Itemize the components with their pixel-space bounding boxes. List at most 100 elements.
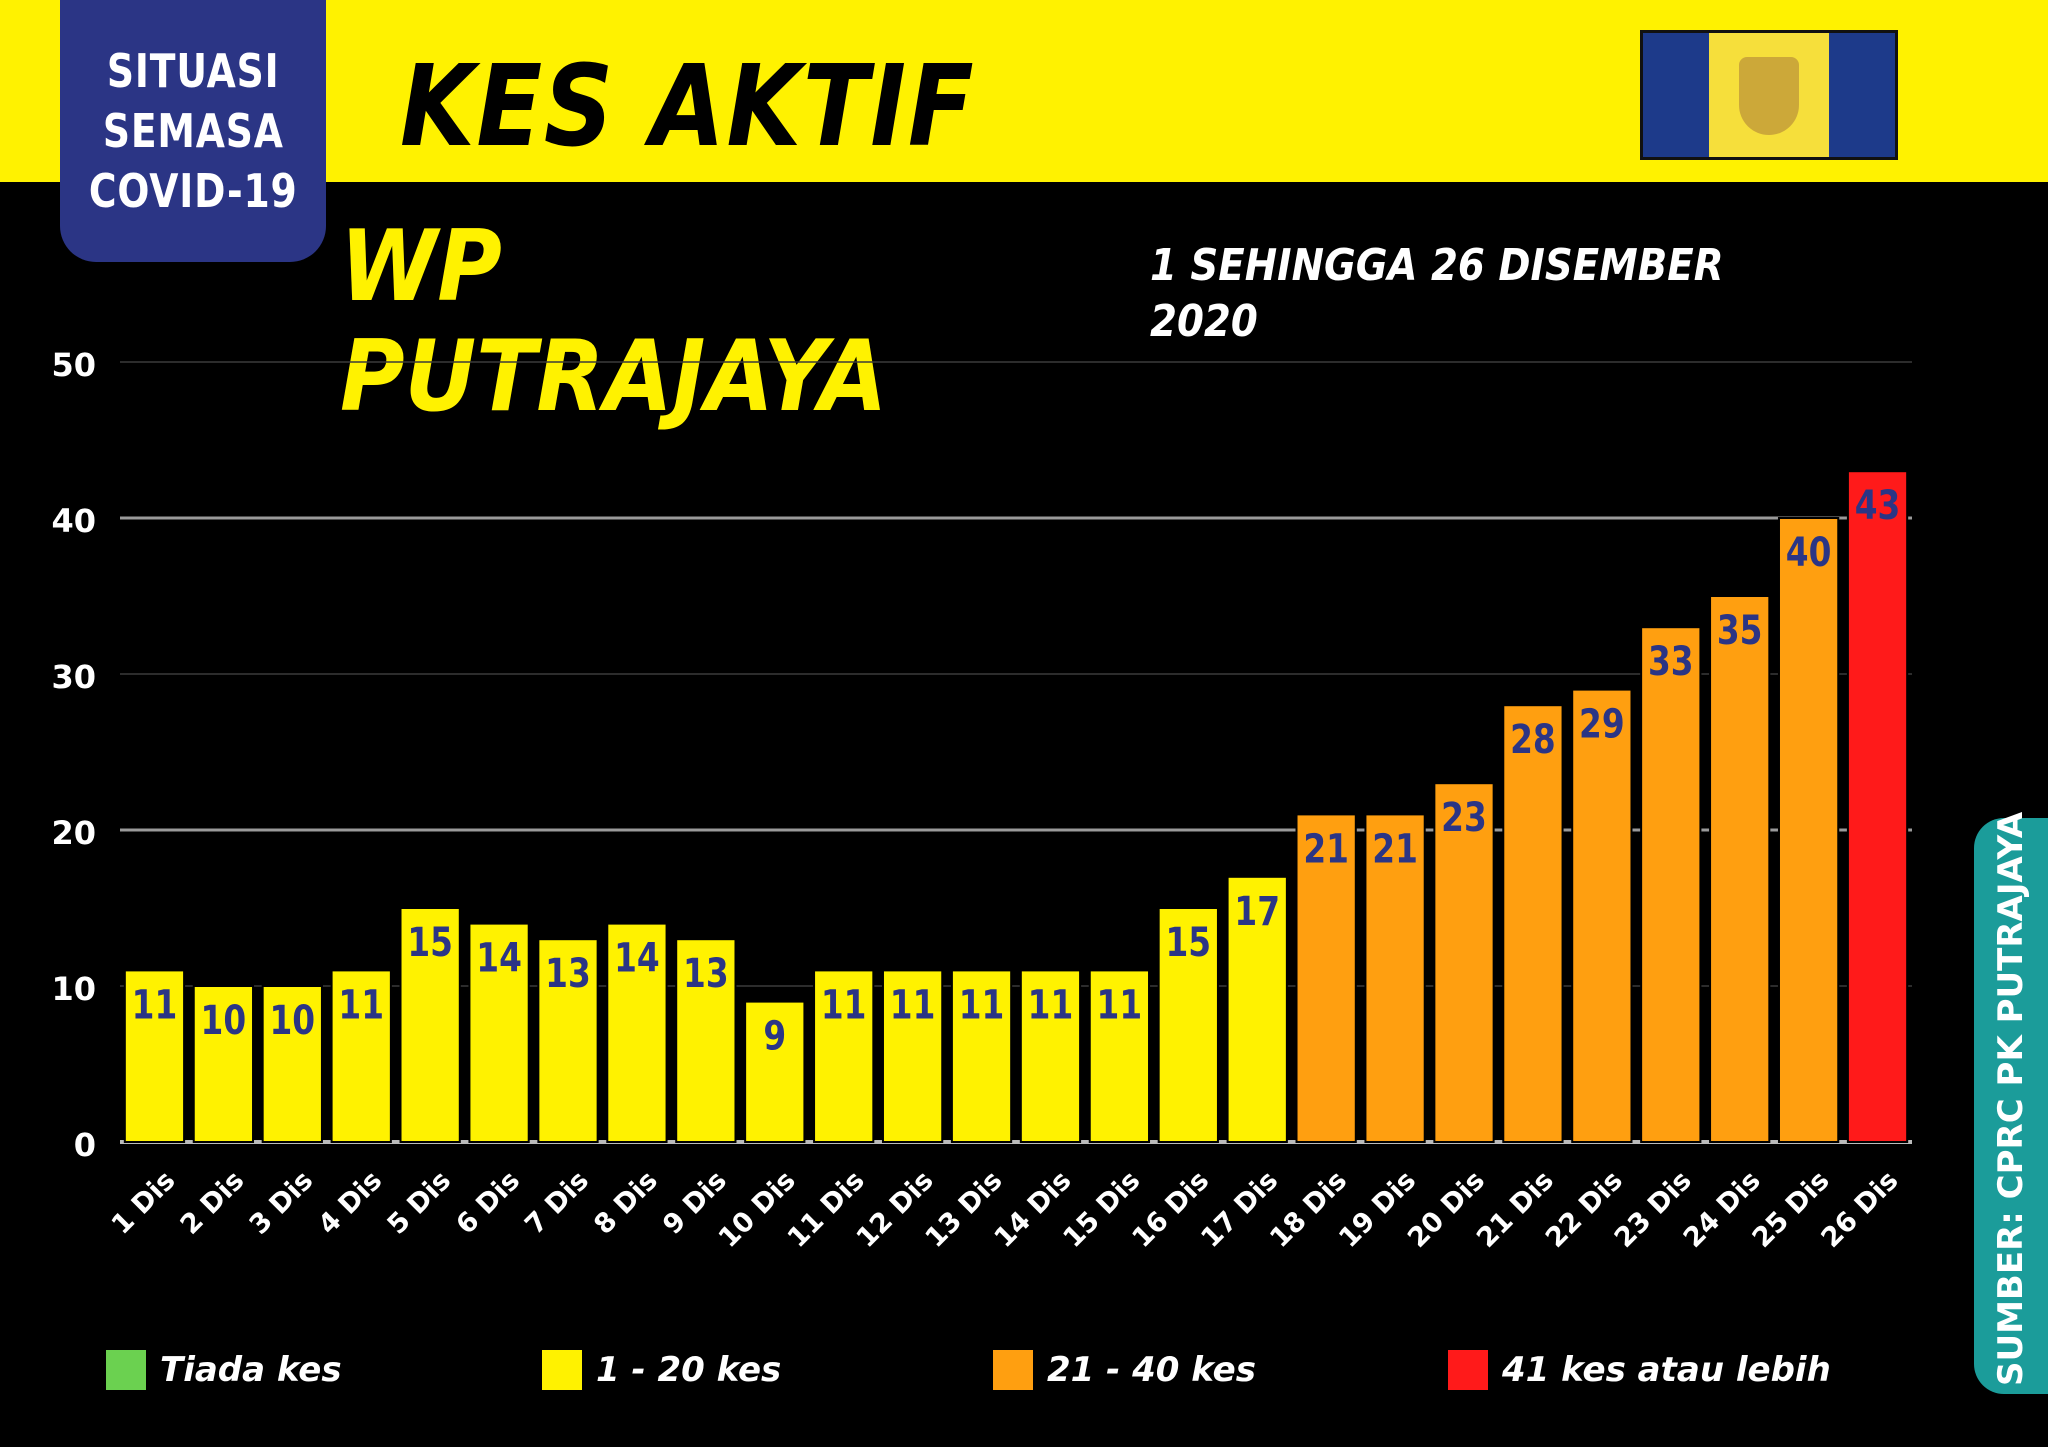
bar: [606, 922, 668, 1143]
bar-value-label: 11: [821, 981, 867, 1028]
bar: [1295, 813, 1357, 1143]
x-tick-label: 17 Dis: [1195, 1165, 1284, 1254]
bar-value-label: 10: [269, 997, 315, 1044]
bar-value-label: 10: [201, 997, 247, 1044]
x-tick-label: 22 Dis: [1540, 1165, 1629, 1254]
x-tick-label: 19 Dis: [1333, 1165, 1422, 1254]
legend-item-high: 41 kes atau lebih: [1448, 1350, 1831, 1390]
bar: [261, 985, 323, 1143]
y-tick-label: 10: [51, 970, 96, 1008]
x-tick-label: 12 Dis: [851, 1165, 940, 1254]
bar-value-label: 15: [407, 919, 453, 966]
bar-value-label: 35: [1717, 607, 1763, 654]
bar-chart: 0 10 20 30 40 50 11 1 Dis 10 2 Dis 10 3 Dis 11 4 Dis 1…: [51, 346, 1912, 1254]
source-label: SUMBER: CPRC PK PUTRAJAYA: [1991, 811, 2031, 1386]
x-tick-label: 16 Dis: [1126, 1165, 1215, 1254]
legend-swatch-mid: [993, 1350, 1033, 1390]
bar: [744, 1000, 806, 1143]
legend-label-low: 1 - 20 kes: [596, 1350, 782, 1390]
bar: [1502, 704, 1564, 1143]
bar: [1088, 969, 1151, 1144]
bar: [1364, 813, 1426, 1143]
x-tick-label: 6 Dis: [450, 1165, 526, 1241]
x-tick-label: 11 Dis: [782, 1165, 871, 1254]
x-tick-label: 25 Dis: [1747, 1165, 1836, 1254]
x-tick-label: 4 Dis: [313, 1165, 389, 1241]
bar-value-label: 28: [1510, 716, 1556, 763]
page-title: KES AKTIF HARIAN: [400, 42, 976, 302]
date-range: 1 SEHINGGA 26 DISEMBER 2020: [1150, 240, 1724, 347]
legend-item-none: Tiada kes: [106, 1350, 342, 1390]
x-tick-label: 2 Dis: [175, 1165, 251, 1241]
x-tick-label: 20 Dis: [1402, 1165, 1491, 1254]
x-tick-label: 23 Dis: [1609, 1165, 1698, 1254]
y-tick-label: 50: [51, 346, 96, 384]
x-tick-label: 3 Dis: [244, 1165, 320, 1241]
bar-value-label: 11: [959, 981, 1005, 1028]
bar-value-label: 14: [614, 934, 660, 981]
bar: [192, 985, 255, 1143]
bar: [1433, 782, 1495, 1143]
source-tab: SUMBER: CPRC PK PUTRAJAYA: [1974, 811, 2048, 1394]
legend-label-high: 41 kes atau lebih: [1502, 1350, 1831, 1390]
bar: [330, 969, 392, 1144]
y-tick-label: 20: [51, 814, 96, 852]
bar-value-label: 11: [338, 981, 384, 1028]
bar: [1019, 969, 1082, 1144]
x-tick-label: 15 Dis: [1057, 1165, 1146, 1254]
bar-value-label: 17: [1234, 888, 1280, 935]
bar-value-label: 11: [890, 981, 936, 1028]
y-tick-label: 30: [51, 658, 96, 696]
bar-value-label: 11: [1028, 981, 1074, 1028]
bar-value-label: 29: [1579, 700, 1625, 747]
bar-value-label: 21: [1372, 825, 1418, 872]
bar: [399, 907, 461, 1143]
bar: [881, 969, 944, 1144]
x-tick-label: 24 Dis: [1678, 1165, 1767, 1254]
putrajaya-flag-icon: [1640, 30, 1898, 160]
badge-line-1: SITUASI: [106, 44, 280, 98]
bar: [123, 969, 186, 1144]
bar: [1777, 517, 1840, 1143]
x-tick-label: 21 Dis: [1471, 1165, 1560, 1254]
bar: [537, 938, 599, 1144]
x-tick-label: 7 Dis: [519, 1165, 595, 1241]
x-tick-label: 1 Dis: [106, 1165, 182, 1241]
bar-value-label: 15: [1165, 919, 1211, 966]
covid-status-badge: SITUASI SEMASA COVID-19: [60, 0, 326, 262]
bar: [1640, 626, 1702, 1143]
bar-value-label: 9: [763, 1012, 786, 1059]
bar-value-label: 11: [1097, 981, 1143, 1028]
bar: [813, 969, 875, 1144]
legend-item-mid: 21 - 40 kes: [993, 1350, 1256, 1390]
x-tick-label: 8 Dis: [588, 1165, 664, 1241]
y-tick-label: 40: [51, 502, 96, 540]
page-subtitle: WP PUTRAJAYA: [340, 210, 888, 434]
bar: [1846, 470, 1909, 1143]
x-tick-label: 14 Dis: [989, 1165, 1078, 1254]
bar: [468, 922, 530, 1143]
x-tick-label: 26 Dis: [1816, 1165, 1905, 1254]
bar-value-label: 21: [1303, 825, 1349, 872]
legend-label-none: Tiada kes: [160, 1350, 342, 1390]
bar-value-label: 13: [683, 950, 729, 997]
y-tick-label: 0: [74, 1126, 96, 1164]
bar-value-label: 11: [132, 981, 178, 1028]
bar: [1157, 907, 1219, 1143]
legend-label-mid: 21 - 40 kes: [1047, 1350, 1256, 1390]
bar: [1709, 595, 1771, 1143]
legend-item-low: 1 - 20 kes: [542, 1350, 781, 1390]
badge-line-3: COVID-19: [88, 164, 298, 218]
bar-value-label: 40: [1786, 529, 1832, 576]
x-tick-label: 18 Dis: [1264, 1165, 1353, 1254]
bar-value-label: 14: [476, 934, 522, 981]
bar-value-label: 23: [1441, 794, 1487, 841]
bar: [675, 938, 737, 1144]
bar-value-label: 13: [545, 950, 591, 997]
x-tick-label: 5 Dis: [381, 1165, 457, 1241]
legend-swatch-none: [106, 1350, 146, 1390]
bar-value-label: 33: [1648, 638, 1694, 685]
bar-value-label: 43: [1855, 482, 1901, 529]
legend-swatch-high: [1448, 1350, 1488, 1390]
bar: [1571, 688, 1633, 1143]
